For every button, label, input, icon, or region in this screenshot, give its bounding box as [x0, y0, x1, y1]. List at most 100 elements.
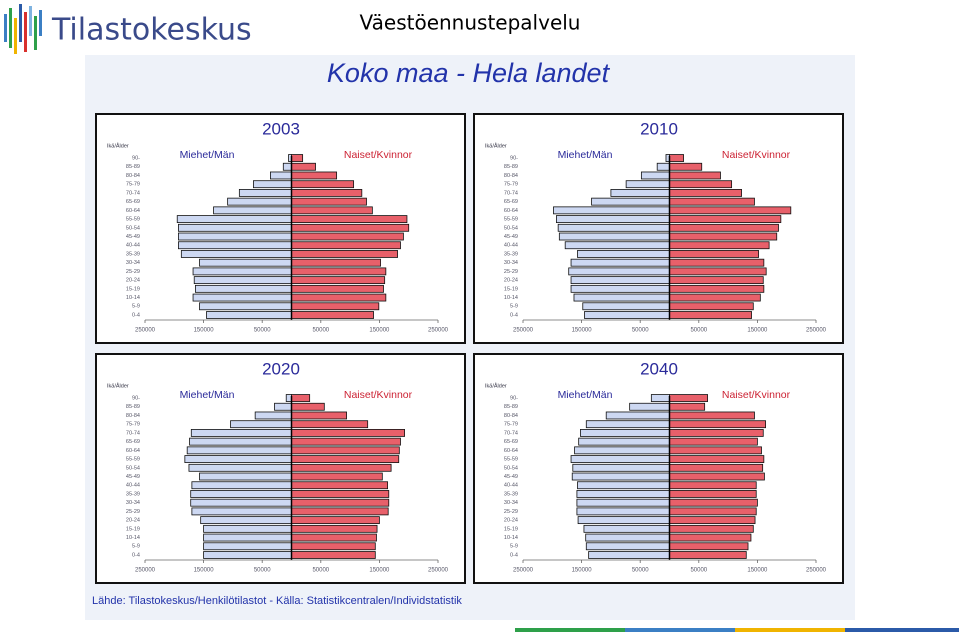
bar-male	[570, 276, 670, 285]
bar-male	[203, 542, 292, 551]
bar-female	[291, 463, 392, 472]
age-label: 10-14	[504, 535, 518, 541]
bar-female	[291, 215, 408, 223]
bar-male	[610, 189, 670, 197]
age-label: 55-59	[126, 217, 140, 223]
bar-female	[291, 498, 390, 507]
age-label: 55-59	[126, 457, 140, 463]
bar-male	[189, 437, 292, 446]
bar-male	[190, 429, 292, 437]
age-label: 70-74	[504, 430, 518, 436]
bar-female	[291, 302, 380, 311]
bar-female	[291, 189, 363, 197]
bar-female	[291, 206, 373, 215]
bar-male	[199, 472, 292, 481]
bar-male	[577, 250, 670, 258]
bar-male	[574, 446, 670, 455]
bar-female	[669, 215, 782, 223]
age-label: 75-79	[126, 422, 140, 428]
y-axis-label: Ikä/Ålder	[485, 382, 507, 389]
age-label: 35-39	[126, 491, 140, 497]
y-axis-label: Ikä/Ålder	[485, 142, 507, 149]
bar-male	[191, 481, 292, 490]
age-label: 90-	[132, 155, 140, 161]
bar-male	[191, 507, 292, 516]
bar-male	[572, 463, 670, 472]
bar-male	[629, 402, 670, 411]
age-label: 90-	[510, 395, 518, 401]
age-label: 45-49	[126, 234, 140, 240]
legend-male: Miehet/Män	[558, 389, 613, 401]
x-tick-label: 150000	[572, 568, 593, 574]
age-label: 60-64	[126, 208, 140, 214]
bar-female	[669, 446, 762, 455]
bar-female	[291, 507, 389, 516]
bar-male	[193, 276, 292, 285]
bar-female	[291, 197, 367, 206]
bar-female	[669, 189, 742, 197]
bar-female	[669, 402, 706, 411]
bar-male	[199, 302, 292, 311]
bar-female	[669, 463, 764, 472]
bar-male	[203, 524, 292, 533]
x-tick-label: 50000	[690, 328, 707, 334]
bar-male	[591, 197, 670, 206]
bar-male	[254, 411, 292, 420]
bar-male	[570, 284, 670, 293]
bar-female	[669, 311, 752, 319]
legend-male: Miehet/Män	[558, 149, 613, 161]
x-tick-label: 150000	[369, 328, 390, 334]
age-label: 60-64	[126, 448, 140, 454]
x-tick-label: 250000	[513, 328, 534, 334]
age-label: 50-54	[504, 465, 518, 471]
age-label: 0-4	[510, 312, 518, 318]
bar-female	[669, 284, 765, 293]
age-label: 65-69	[504, 199, 518, 205]
logo-icon	[4, 4, 42, 54]
age-label: 40-44	[504, 243, 518, 249]
age-label: 45-49	[126, 474, 140, 480]
age-label: 5-9	[132, 304, 140, 310]
age-label: 5-9	[510, 544, 518, 550]
age-label: 85-89	[126, 164, 140, 170]
bar-male	[200, 516, 292, 525]
bar-male	[557, 223, 670, 232]
bar-female	[291, 293, 387, 302]
bar-female	[669, 171, 721, 180]
age-label: 0-4	[510, 552, 518, 558]
bar-female	[291, 516, 380, 525]
bar-female	[669, 455, 765, 463]
bar-male	[194, 284, 292, 293]
age-label: 25-29	[126, 269, 140, 275]
age-label: 80-84	[126, 173, 140, 179]
x-tick-label: 250000	[428, 328, 449, 334]
age-label: 90-	[510, 155, 518, 161]
bar-male	[188, 463, 292, 472]
x-tick-label: 250000	[428, 568, 449, 574]
bar-male	[578, 437, 670, 446]
x-tick-label: 50000	[690, 568, 707, 574]
page-title: Väestöennustepalvelu	[360, 11, 581, 35]
bar-female	[291, 481, 389, 490]
bar-female	[669, 420, 767, 429]
bar-male	[576, 490, 670, 498]
age-label: 50-54	[126, 465, 140, 471]
age-label: 30-34	[126, 500, 140, 506]
bar-female	[291, 411, 347, 420]
bar-female	[669, 206, 792, 215]
bar-male	[274, 402, 292, 411]
x-tick-label: 50000	[254, 568, 271, 574]
age-label: 5-9	[510, 304, 518, 310]
bar-female	[291, 394, 311, 402]
bar-female	[291, 162, 316, 171]
bar-female	[291, 490, 390, 498]
bar-female	[291, 241, 401, 250]
bar-female	[291, 258, 381, 267]
bar-female	[291, 446, 400, 455]
bar-female	[669, 524, 754, 533]
chart-title: 2003	[262, 119, 300, 138]
bar-male	[570, 455, 670, 463]
bar-male	[203, 533, 292, 542]
bar-male	[199, 258, 292, 267]
bar-male	[253, 180, 292, 189]
